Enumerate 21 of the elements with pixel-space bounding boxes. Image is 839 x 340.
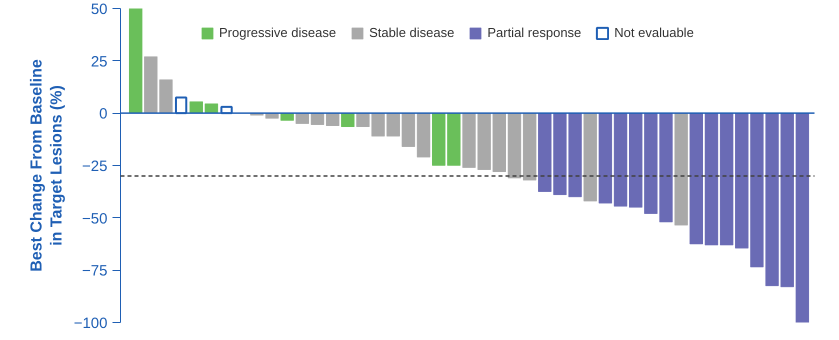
bar (128, 8, 142, 114)
y-tick-label: −100 (74, 315, 108, 332)
bar (584, 112, 597, 202)
bar (416, 112, 430, 158)
bar (674, 112, 688, 226)
y-tick-label: −50 (82, 210, 108, 228)
legend-label: Not evaluable (614, 25, 694, 40)
y-tick-label: 0 (99, 106, 108, 123)
bar (356, 112, 370, 128)
bar (598, 112, 612, 204)
bar (568, 112, 582, 198)
y-tick-label: −75 (82, 262, 108, 280)
y-axis-title: Best Change From Baseline in Target Lesions (%) (28, 59, 66, 272)
legend-label: Progressive disease (219, 25, 336, 40)
y-tick-label: −25 (82, 158, 108, 175)
y-tick-label: 25 (90, 53, 108, 70)
bar (341, 112, 354, 128)
legend-label: Partial response (487, 25, 582, 40)
legend-label: Stable disease (369, 25, 454, 40)
y-tick-label: 50 (90, 1, 108, 18)
bar (522, 112, 536, 180)
